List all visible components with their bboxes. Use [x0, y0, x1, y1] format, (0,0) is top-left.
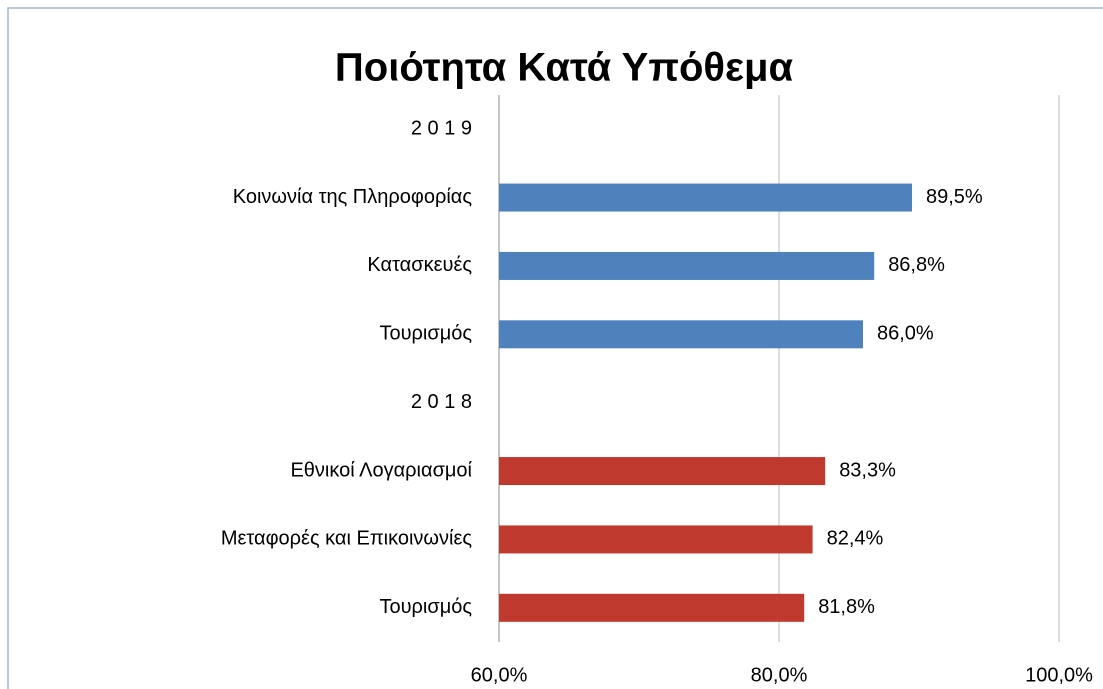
x-tick-label: 60,0% [471, 664, 528, 686]
bar [499, 251, 875, 280]
bar [499, 525, 813, 554]
y-tick-label: Κατασκευές [367, 254, 472, 276]
data-label: 83,3% [839, 459, 896, 481]
chart-frame [7, 7, 1103, 689]
y-tick-label: 2 0 1 8 [411, 391, 472, 413]
y-tick-label: Τουρισμός [379, 323, 472, 345]
y-tick-label: Κοινωνία της Πληροφορίας [233, 186, 473, 208]
y-tick-label: Μεταφορές και Επικοινωνίες [221, 528, 473, 550]
x-tick-label: 100,0% [1025, 664, 1093, 686]
x-tick-label: 80,0% [751, 664, 808, 686]
y-tick-label: Εθνικοί Λογαριασμοί [290, 459, 472, 481]
bar [499, 183, 912, 212]
data-label: 89,5% [926, 186, 983, 208]
chart-title: Ποιότητα Κατά Υπόθεμα [335, 46, 794, 90]
bar [499, 593, 805, 622]
data-label: 81,8% [818, 596, 875, 618]
data-label: 86,0% [877, 323, 934, 345]
y-tick-label: Τουρισμός [379, 596, 472, 618]
bar [499, 320, 863, 349]
bar [499, 457, 826, 486]
data-label: 82,4% [827, 528, 884, 550]
y-tick-label: 2 0 1 9 [411, 117, 472, 139]
data-label: 86,8% [888, 254, 945, 276]
